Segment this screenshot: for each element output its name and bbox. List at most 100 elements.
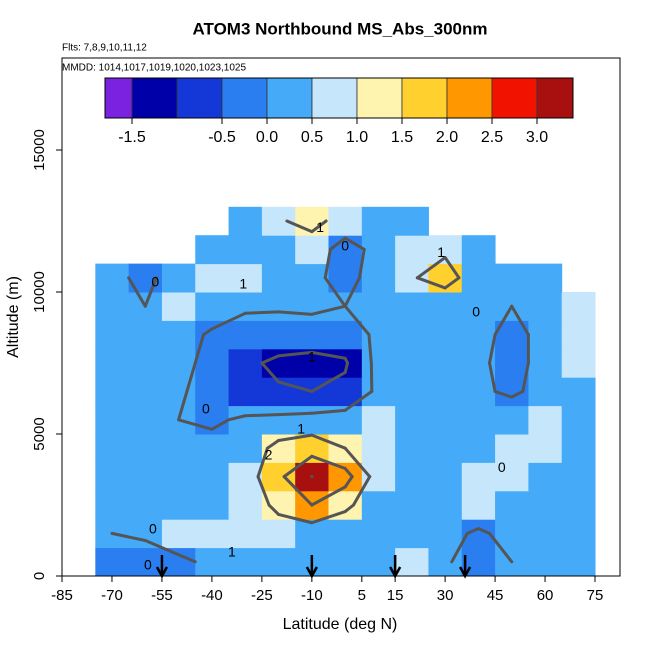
heat-cell (295, 320, 329, 349)
heat-cell (229, 491, 263, 520)
colorbar-bin (357, 78, 402, 118)
heat-cell (395, 292, 429, 321)
x-tick-label: -40 (201, 587, 223, 604)
heat-cell (129, 406, 163, 435)
colorbar-tick-label: 2.0 (436, 129, 458, 146)
contour-line (245, 312, 278, 313)
heat-cell (528, 548, 562, 577)
contour-label: 0 (498, 459, 506, 475)
colorbar-bin (492, 78, 537, 118)
heat-cell (528, 349, 562, 378)
heat-cell (195, 434, 229, 463)
heat-cell (95, 292, 129, 321)
x-tick-label: -10 (301, 587, 323, 604)
heat-cell (362, 207, 396, 236)
x-tick-label: -25 (251, 587, 273, 604)
y-axis-label: Altitude (m) (5, 276, 22, 358)
x-tick-label: 60 (537, 587, 554, 604)
heat-cell (162, 292, 196, 321)
heat-cell (362, 406, 396, 435)
heat-cell (195, 548, 229, 577)
heat-cell (428, 406, 462, 435)
heat-cell (162, 548, 196, 577)
colorbar-bin (132, 78, 177, 118)
heat-cell (362, 434, 396, 463)
x-axis-label: Latitude (deg N) (283, 616, 398, 633)
contour-label: 0 (144, 557, 152, 573)
heat-cell (95, 320, 129, 349)
colorbar-tick-label: 3.0 (526, 129, 548, 146)
heat-cell (562, 320, 596, 349)
heat-cell (528, 292, 562, 321)
heat-cell (362, 320, 396, 349)
heat-cell (428, 377, 462, 406)
heat-cell (195, 519, 229, 548)
heat-cell (362, 462, 396, 491)
contour-label: 0 (341, 238, 349, 254)
heat-cell (329, 548, 363, 577)
heat-cell (395, 548, 429, 577)
heat-cell (129, 491, 163, 520)
heat-cell (229, 434, 263, 463)
heat-cell (395, 349, 429, 378)
heat-cell (528, 462, 562, 491)
x-tick-label: -70 (101, 587, 123, 604)
colorbar-bin (312, 78, 357, 118)
contour-label: 0 (149, 521, 157, 537)
heat-cell (395, 320, 429, 349)
x-tick-label: 75 (587, 587, 604, 604)
heat-cell (362, 292, 396, 321)
heat-cell (229, 377, 263, 406)
heat-cell (462, 462, 496, 491)
heat-cell (528, 434, 562, 463)
colorbar-bin (447, 78, 492, 118)
heat-cell (495, 349, 529, 378)
x-tick-label: -85 (51, 587, 73, 604)
heat-cell (229, 292, 263, 321)
heat-cell (528, 320, 562, 349)
contour-label: 0 (472, 304, 480, 320)
heat-cell (495, 519, 529, 548)
heat-cell (262, 519, 296, 548)
heat-cell (95, 349, 129, 378)
heat-cell (395, 519, 429, 548)
y-tick-label: 5000 (31, 417, 48, 450)
colorbar-tick-label: -1.5 (118, 129, 146, 146)
heat-cell (162, 462, 196, 491)
x-tick-label: 5 (358, 587, 366, 604)
heat-cell (428, 491, 462, 520)
heat-cell (495, 406, 529, 435)
heat-cell (95, 377, 129, 406)
heat-cell (129, 349, 163, 378)
heat-cell (528, 377, 562, 406)
heat-cell (395, 491, 429, 520)
x-tick-label: -55 (151, 587, 173, 604)
heat-cell (329, 207, 363, 236)
heat-cell (562, 377, 596, 406)
heat-cell (195, 491, 229, 520)
heat-cell (195, 292, 229, 321)
heat-cell (562, 548, 596, 577)
heat-cell (329, 320, 363, 349)
y-tick-label: 0 (31, 572, 48, 580)
heat-cell (262, 462, 296, 491)
colorbar-tick-label: -0.5 (208, 129, 236, 146)
contour-label: 0 (151, 274, 159, 290)
heat-cell (462, 320, 496, 349)
heat-cell (129, 320, 163, 349)
heat-cell (562, 406, 596, 435)
heat-cell (95, 491, 129, 520)
colorbar-bin (402, 78, 447, 118)
heat-cell (295, 235, 329, 264)
heat-cell (562, 519, 596, 548)
heat-cell (428, 320, 462, 349)
heat-cell (162, 519, 196, 548)
contour-label: 1 (297, 421, 305, 437)
heat-cell (462, 235, 496, 264)
contour-label: 0 (202, 401, 210, 417)
heat-cell (262, 320, 296, 349)
contour-label: 1 (239, 276, 247, 292)
colorbar-bin (105, 78, 132, 118)
colorbar-tick-label: 2.5 (481, 129, 503, 146)
